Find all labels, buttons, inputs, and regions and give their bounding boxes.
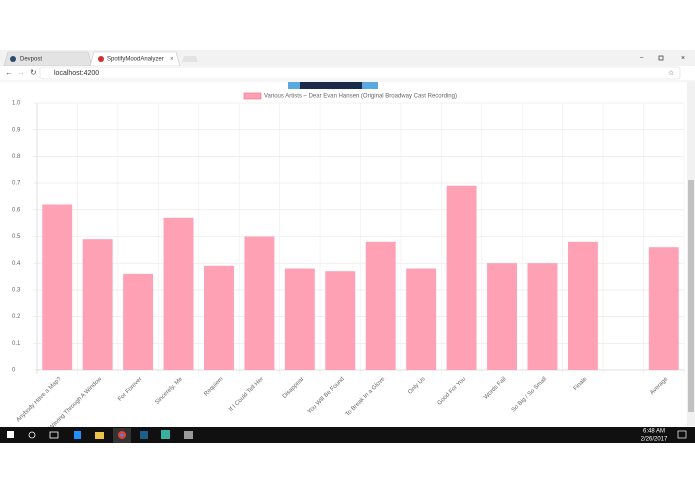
action-center[interactable]	[677, 430, 687, 439]
tab[interactable]	[3, 51, 93, 67]
chart: Various Artists – Dear Evan Hansen (Orig…	[12, 92, 685, 431]
bar	[648, 247, 679, 370]
bar	[365, 241, 396, 370]
bar	[163, 217, 194, 370]
bar	[527, 263, 558, 370]
back[interactable]: ←	[5, 68, 13, 77]
x-tick-label: If I Could Tell Her	[228, 376, 265, 413]
new-tab[interactable]	[182, 56, 198, 62]
x-tick-label: Anybody Have a Map?	[16, 376, 64, 424]
start-button[interactable]	[7, 431, 14, 438]
bar	[325, 271, 356, 370]
x-tick-label: Words Fail	[483, 376, 507, 400]
task-view[interactable]	[49, 431, 59, 439]
y-tick-label: 0.5	[12, 234, 21, 240]
app-icon[interactable]	[184, 431, 193, 439]
y-tick-label: 0.8	[12, 154, 21, 160]
y-tick-label: 0.6	[12, 207, 21, 213]
y-tick-label: 0.1	[12, 341, 21, 347]
search[interactable]	[28, 431, 36, 439]
bar	[82, 239, 113, 370]
y-tick-label: 0.3	[12, 287, 21, 293]
x-tick-label: Average	[649, 376, 669, 396]
edge-icon[interactable]	[74, 431, 81, 439]
minimize[interactable]: –	[640, 56, 644, 62]
bar	[244, 236, 275, 370]
x-tick-label: Requiem	[203, 376, 224, 397]
app-icon[interactable]	[161, 430, 170, 439]
reload[interactable]: ↻	[30, 68, 37, 77]
taskbar	[0, 427, 695, 443]
y-tick-label: 0.4	[12, 261, 21, 267]
url[interactable]: localhost:4200	[54, 70, 99, 77]
tab-title[interactable]: Devpost	[20, 57, 42, 63]
tab-close[interactable]: ×	[170, 57, 174, 63]
bar	[406, 268, 437, 370]
x-tick-label: So Big / So Small	[511, 376, 548, 413]
x-tick-label: Sincerely, Me	[154, 376, 184, 406]
y-tick-label: 0.7	[12, 181, 21, 187]
album-art-band	[300, 82, 362, 89]
y-tick-label: 1.0	[12, 101, 21, 107]
tab-icon	[10, 56, 16, 62]
bar	[204, 265, 234, 370]
tab-icon	[98, 56, 104, 62]
steam-icon[interactable]	[140, 431, 148, 439]
bar	[42, 204, 73, 370]
y-tick-label: 0.2	[12, 314, 21, 320]
clock-date[interactable]: 2/26/2017	[641, 437, 668, 443]
x-tick-label: Only Us	[407, 376, 426, 395]
maximize[interactable]	[658, 55, 664, 61]
explorer-icon[interactable]	[95, 432, 104, 439]
y-tick-label: 0.9	[12, 127, 21, 133]
x-tick-label: For Forever	[117, 376, 143, 402]
legend-label: Various Artists – Dear Evan Hansen (Orig…	[264, 94, 457, 100]
x-tick-label: Disappear	[282, 376, 306, 400]
x-tick-label: Good For You	[437, 376, 467, 406]
bar	[446, 185, 477, 370]
x-tick-label: You Will Be Found	[307, 376, 346, 415]
y-tick-label: 0	[12, 368, 16, 374]
bar	[123, 273, 154, 370]
clock-time[interactable]: 6:48 AM	[643, 429, 665, 435]
bar	[284, 268, 315, 370]
bookmark[interactable]: ☆	[668, 69, 674, 77]
bar	[567, 241, 598, 370]
x-tick-label: To Break In a Glove	[345, 376, 387, 418]
forward[interactable]: →	[17, 68, 25, 77]
scrollbar-thumb[interactable]	[688, 180, 694, 412]
bar	[487, 263, 517, 370]
tab-title[interactable]: SpotifyMoodAnalyzer	[107, 57, 164, 63]
close[interactable]: ×	[681, 55, 685, 62]
address-bar[interactable]	[39, 66, 681, 80]
x-tick-label: Finale	[573, 376, 589, 392]
legend-swatch	[243, 92, 262, 100]
